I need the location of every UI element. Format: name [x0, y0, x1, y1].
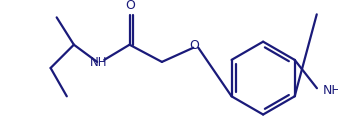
Text: O: O: [189, 39, 199, 52]
Text: O: O: [126, 0, 136, 12]
Text: NH: NH: [90, 56, 107, 69]
Text: NH₂: NH₂: [323, 84, 338, 97]
